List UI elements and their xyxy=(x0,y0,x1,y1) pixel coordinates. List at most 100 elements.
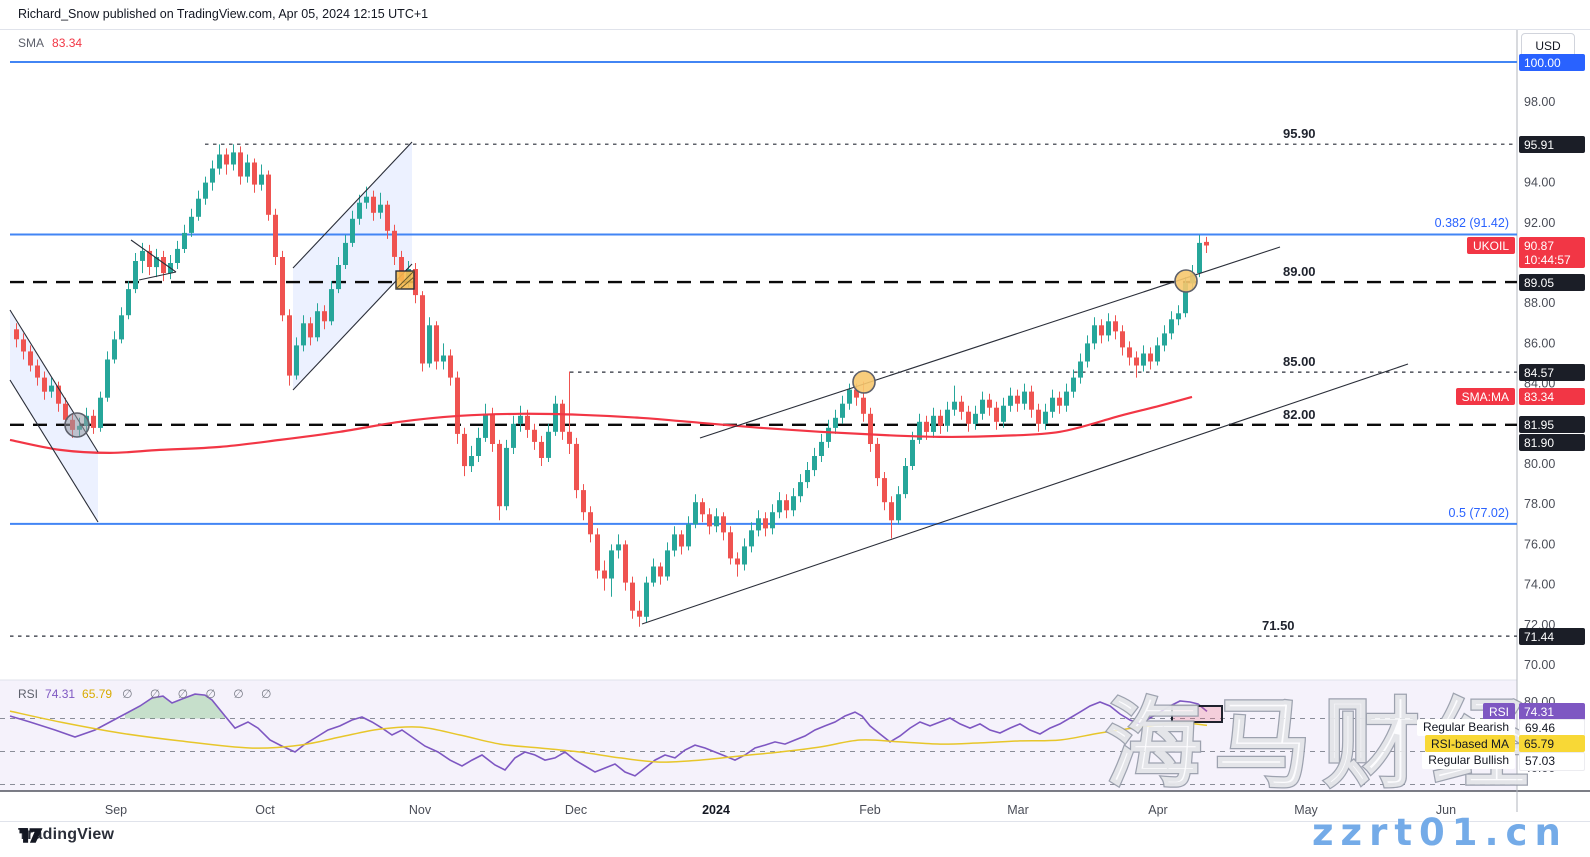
candle-body xyxy=(147,250,152,267)
candle-body xyxy=(609,550,614,579)
candle-body xyxy=(924,421,929,432)
candle-body xyxy=(1183,283,1188,314)
candle-body xyxy=(980,399,985,414)
candle-body xyxy=(567,431,572,444)
time-axis-label-Apr[interactable]: Apr xyxy=(1148,803,1167,817)
time-axis-label-Feb[interactable]: Feb xyxy=(859,803,881,817)
candle-body xyxy=(1127,347,1132,358)
time-axis-label-Oct[interactable]: Oct xyxy=(255,803,275,817)
candle-body xyxy=(868,413,873,444)
sma-legend[interactable]: SMA 83.34 xyxy=(18,36,82,50)
candle-body xyxy=(889,502,894,521)
price-tick-92.00: 92.00 xyxy=(1524,216,1555,230)
candle-body xyxy=(441,355,446,362)
candle-body xyxy=(455,377,460,434)
rsi-legend[interactable]: RSI 74.31 65.79 ∅ ∅ ∅ ∅ ∅ ∅ xyxy=(18,687,278,701)
rsi-divergence-empty-icons: ∅ ∅ ∅ ∅ ∅ ∅ xyxy=(122,687,279,701)
candle-body xyxy=(504,447,509,507)
candle-body xyxy=(140,250,145,261)
box-hatch-line xyxy=(395,270,415,290)
candle-body xyxy=(896,494,901,521)
orange-circle-marker xyxy=(1174,269,1198,293)
rsi-highlight-box xyxy=(1171,705,1223,723)
candle-body xyxy=(217,154,222,169)
candle-body xyxy=(637,610,642,617)
candle-body xyxy=(1008,395,1013,406)
byline: Richard_Snow published on TradingView.co… xyxy=(18,7,429,21)
candle-body xyxy=(357,202,362,219)
candle-body xyxy=(1043,411,1048,424)
candle-body xyxy=(798,482,803,497)
candle-body xyxy=(938,415,943,426)
time-axis-label-May[interactable]: May xyxy=(1294,803,1318,817)
price-level-label-85.00: 85.00 xyxy=(1283,354,1316,370)
time-axis-label-Dec[interactable]: Dec xyxy=(565,803,587,817)
candle-body xyxy=(196,198,201,217)
candle-body xyxy=(273,214,278,257)
candle-body xyxy=(469,456,474,467)
candle-body xyxy=(252,162,257,185)
orange-circle-marker xyxy=(852,370,876,394)
series-tag-UKOIL: UKOIL xyxy=(1466,237,1515,254)
time-axis-label-Sep[interactable]: Sep xyxy=(105,803,127,817)
candle-body xyxy=(854,389,859,398)
candle-body xyxy=(1085,343,1090,362)
time-axis-label-2024[interactable]: 2024 xyxy=(702,803,730,817)
candle-body xyxy=(735,558,740,565)
candle-body xyxy=(875,443,880,479)
rsi-line xyxy=(9,693,1208,777)
candle-body xyxy=(749,530,754,547)
rising-channel-lower xyxy=(641,363,1409,625)
candle-body xyxy=(35,365,40,378)
rsi-axis-badge-57.03: 57.03 xyxy=(1519,751,1585,771)
price-axis-badge-71.44: 71.44 xyxy=(1519,628,1585,645)
candle-body xyxy=(1015,395,1020,404)
candle-body xyxy=(56,385,61,404)
sma-line xyxy=(9,395,1193,455)
time-axis-label-Jun[interactable]: Jun xyxy=(1436,803,1456,817)
pennant-lower xyxy=(138,271,177,281)
candle-body xyxy=(532,429,537,442)
time-axis-label-Mar[interactable]: Mar xyxy=(1007,803,1029,817)
candle-body xyxy=(301,323,306,346)
price-tick-94.00: 94.00 xyxy=(1524,176,1555,190)
candle-body xyxy=(420,295,425,364)
candle-body xyxy=(728,532,733,559)
candle-body xyxy=(308,323,313,338)
candle-body xyxy=(1099,325,1104,336)
candle-body xyxy=(329,289,334,322)
candle-body xyxy=(784,500,789,511)
candle-body xyxy=(413,269,418,296)
candle-body xyxy=(819,441,824,456)
pennant-upper xyxy=(130,239,177,273)
tradingview-attribution-link[interactable]: TradingView xyxy=(18,826,114,844)
candle-body xyxy=(903,466,908,495)
tradingview-brand-text: TradingView xyxy=(18,826,115,843)
candle-body xyxy=(651,566,656,583)
candle-body xyxy=(959,401,964,412)
gray-circle-marker xyxy=(64,412,90,438)
candle-body xyxy=(553,403,558,432)
candle-body xyxy=(287,315,292,376)
candle-body xyxy=(700,502,705,515)
candle-body xyxy=(476,437,481,456)
candle-body xyxy=(931,415,936,432)
candle-body xyxy=(812,456,817,471)
candle-body xyxy=(1071,377,1076,392)
price-tick-74.00: 74.00 xyxy=(1524,578,1555,592)
candle-body xyxy=(917,421,922,440)
candle-body xyxy=(679,534,684,547)
rsi-axis-badge-74.31: 74.31 xyxy=(1519,703,1585,720)
price-tick-86.00: 86.00 xyxy=(1524,336,1555,350)
oct-rising-channel xyxy=(293,142,412,390)
rsi-pane-background xyxy=(0,680,1517,791)
candle-body xyxy=(427,325,432,364)
candle-body xyxy=(224,154,229,165)
candle-body xyxy=(161,257,166,274)
candle-body xyxy=(448,355,453,378)
candle-body xyxy=(378,204,383,213)
box-hatch-line xyxy=(399,276,415,290)
time-axis-label-Nov[interactable]: Nov xyxy=(409,803,432,817)
